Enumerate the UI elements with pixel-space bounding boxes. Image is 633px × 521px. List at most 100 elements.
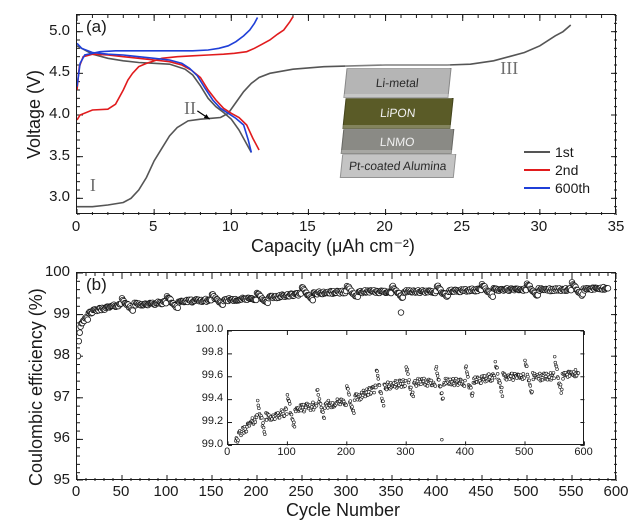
- inset-point: [562, 378, 565, 381]
- panel-b-inset: [227, 330, 583, 444]
- inset-point: [527, 375, 530, 378]
- inset-point: [559, 383, 562, 386]
- inset-point: [412, 391, 415, 394]
- inset-point: [300, 409, 303, 412]
- panel-b-ytick: 96: [40, 429, 70, 446]
- inset-point: [251, 417, 254, 420]
- inset-point: [508, 378, 511, 381]
- ce-point: [605, 285, 611, 291]
- panel-b-xtick: 500: [510, 483, 542, 500]
- inset-point: [555, 365, 558, 368]
- inset-xtick: 300: [391, 446, 419, 458]
- panel-b-label: (b): [86, 275, 107, 295]
- inset-point: [467, 376, 470, 379]
- inset-point: [557, 377, 560, 380]
- inset-ytick: 99.2: [193, 415, 223, 427]
- inset-point: [288, 400, 291, 403]
- inset-point: [526, 365, 529, 368]
- inset-xtick: 400: [451, 446, 479, 458]
- panel-b-ytick: 99: [40, 305, 70, 322]
- inset-point: [257, 404, 260, 407]
- inset-point: [556, 368, 559, 371]
- inset-point: [348, 394, 351, 397]
- panel-b-xtick: 450: [465, 483, 497, 500]
- inset-point: [256, 399, 259, 402]
- inset-point: [295, 410, 298, 413]
- inset-point: [408, 379, 411, 382]
- inset-point: [312, 401, 315, 404]
- inset-point: [470, 387, 473, 390]
- inset-point: [319, 403, 322, 406]
- panel-b-xtick: 350: [375, 483, 407, 500]
- inset-point: [501, 395, 504, 398]
- inset-point: [463, 385, 466, 388]
- inset-point: [524, 359, 527, 362]
- inset-point: [531, 391, 534, 394]
- inset-point: [439, 385, 442, 388]
- inset-point: [488, 373, 491, 376]
- inset-point: [293, 421, 296, 424]
- inset-point: [494, 360, 497, 363]
- inset-point: [376, 374, 379, 377]
- inset-point: [322, 411, 325, 414]
- figure-root: (a)Voltage (V)Capacity (μAh cm⁻²)0510152…: [0, 0, 633, 517]
- inset-point: [381, 397, 384, 400]
- inset-point: [387, 381, 390, 384]
- ce-point: [398, 310, 404, 316]
- inset-ytick: 99.4: [193, 392, 223, 404]
- inset-point: [302, 403, 305, 406]
- inset-point: [262, 426, 265, 429]
- inset-point: [430, 379, 433, 382]
- panel-b-xtick: 600: [600, 483, 632, 500]
- panel-b-xtick: 50: [105, 483, 137, 500]
- inset-point: [315, 405, 318, 408]
- inset-point: [529, 385, 532, 388]
- inset-point: [370, 392, 373, 395]
- inset-point: [505, 379, 508, 382]
- inset-point: [278, 417, 281, 420]
- inset-point: [318, 398, 321, 401]
- ce-point: [85, 317, 91, 323]
- panel-b-xtick: 150: [195, 483, 227, 500]
- panel-b-xtick: 100: [150, 483, 182, 500]
- ce-point: [175, 305, 181, 311]
- inset-point: [438, 379, 441, 382]
- inset-point: [382, 405, 385, 408]
- inset-point: [499, 382, 502, 385]
- inset-point: [347, 388, 350, 391]
- inset-point: [378, 384, 381, 387]
- inset-point: [436, 375, 439, 378]
- inset-point: [406, 368, 409, 371]
- inset-point: [373, 391, 376, 394]
- inset-point: [464, 379, 467, 382]
- inset-point: [574, 369, 577, 372]
- inset-point: [245, 430, 248, 433]
- panel-b-xtick: 300: [330, 483, 362, 500]
- inset-point: [380, 392, 383, 395]
- panel-b-xtick: 200: [240, 483, 272, 500]
- inset-point: [471, 395, 474, 398]
- inset-point: [500, 391, 503, 394]
- inset-point: [480, 382, 483, 385]
- panel-b: (b)Coulombic efficiency (%)Cycle Number0…: [0, 0, 633, 517]
- inset-point: [375, 386, 378, 389]
- panel-b-xtick: 550: [555, 483, 587, 500]
- inset-point: [553, 355, 556, 358]
- panel-b-xlabel: Cycle Number: [286, 500, 400, 521]
- inset-point: [472, 392, 475, 395]
- inset-point: [528, 379, 531, 382]
- inset-point: [442, 397, 445, 400]
- inset-point: [365, 391, 368, 394]
- inset-ytick: 100.0: [193, 323, 223, 335]
- inset-point: [265, 419, 268, 422]
- inset-point: [420, 383, 423, 386]
- panel-b-xtick: 400: [420, 483, 452, 500]
- inset-point: [515, 377, 518, 380]
- inset-point: [331, 402, 334, 405]
- inset-point: [353, 399, 356, 402]
- inset-point: [258, 407, 261, 410]
- panel-b-ytick: 95: [40, 471, 70, 488]
- inset-point: [323, 417, 326, 420]
- inset-point: [349, 400, 352, 403]
- ce-point: [77, 338, 82, 344]
